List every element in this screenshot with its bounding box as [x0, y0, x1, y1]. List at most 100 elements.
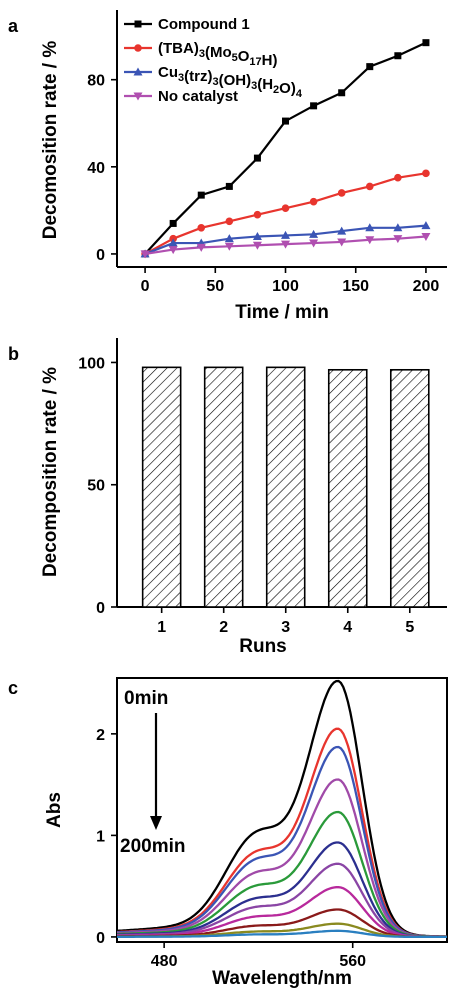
data-point — [422, 169, 430, 178]
panel-a-y-tick-label: 0 — [96, 247, 105, 264]
bar-run-3 — [265, 366, 306, 608]
panel-a-y-tick-label: 40 — [87, 160, 105, 177]
data-point — [253, 210, 262, 219]
data-point — [365, 223, 375, 232]
data-point — [224, 234, 234, 243]
data-point — [365, 236, 375, 245]
spectrum-curve-2 — [116, 727, 448, 938]
data-point — [196, 243, 206, 252]
data-point — [394, 173, 402, 182]
panel-b-y-tick-label: 100 — [78, 355, 105, 372]
data-point — [133, 67, 143, 76]
panel-a-x-tick-label: 150 — [342, 278, 369, 295]
panel-b-x-label: Runs — [239, 636, 287, 657]
panel-a-x-tick-label: 0 — [141, 278, 150, 295]
panel-b-ticks: 0 50 100 1 2 3 4 5 — [78, 355, 414, 636]
panel-a-ticks: 0 50 100 150 200 0 40 80 — [87, 73, 439, 295]
data-point — [338, 89, 346, 97]
spectrum-curve-4 — [116, 778, 447, 938]
panel-a-x-tick-label: 50 — [206, 278, 224, 295]
legend-label: Cu3(trz)3(OH)3(H2O)4 — [158, 64, 303, 100]
data-point — [140, 250, 150, 259]
panel-c-x-tick-label: 480 — [151, 953, 178, 970]
panel-label-c: c — [8, 678, 18, 698]
spectrum-curve-11 — [117, 929, 447, 939]
data-point — [421, 233, 431, 242]
data-point — [422, 39, 430, 47]
panel-c-x-label: Wavelength/nm — [212, 968, 352, 988]
data-point — [252, 232, 262, 241]
panel-label-a: a — [8, 16, 19, 36]
data-point — [253, 154, 261, 162]
panel-b-bars — [141, 366, 430, 608]
panel-b-y-tick-label: 0 — [96, 600, 105, 617]
data-point — [224, 242, 234, 251]
data-point — [337, 226, 347, 235]
legend-label: No catalyst — [158, 88, 238, 105]
panel-b-y-label: Decomposition rate / % — [40, 367, 61, 577]
legend-label: (TBA)3(Mo5O17H) — [158, 40, 277, 69]
panel-a: 0 50 100 150 200 0 40 80 Compound 1 (TBA)3(Mo5O1… — [40, 10, 447, 323]
data-point — [252, 241, 262, 250]
data-point — [394, 52, 402, 60]
panel-a-legend: Compound 1 (TBA)3(Mo5O17H)Cu3(trz)3(OH)3(… — [124, 16, 303, 105]
data-point — [366, 63, 374, 71]
annotation-start: 0min — [124, 688, 168, 709]
bar-run-4 — [327, 368, 368, 608]
data-point — [337, 238, 347, 247]
panel-a-x-tick-label: 100 — [272, 278, 299, 295]
legend-label: Compound 1 — [158, 16, 250, 33]
panel-c-frame — [116, 677, 448, 943]
data-point — [225, 182, 233, 190]
data-point — [197, 223, 206, 232]
panel-c-x-tick-label: 560 — [339, 953, 366, 970]
panel-a-y-label: Decomosition rate / % — [40, 41, 61, 240]
panel-b: 0 50 100 1 2 3 4 5 Runs Decomposition rate / % — [40, 338, 447, 657]
data-point — [309, 229, 319, 238]
panel-c-ticks: 480 560 0 1 2 — [96, 727, 366, 970]
data-point — [309, 239, 319, 248]
data-point — [393, 235, 403, 244]
panel-c-y-tick-label: 0 — [96, 930, 105, 947]
data-point — [421, 221, 431, 230]
panel-c-series — [116, 679, 448, 939]
spectrum-curve-5 — [116, 810, 447, 938]
data-point — [282, 117, 290, 125]
panel-a-series — [140, 39, 431, 259]
panel-b-x-tick-label: 5 — [405, 619, 414, 636]
data-point — [365, 182, 374, 191]
panel-a-x-tick-label: 200 — [413, 278, 440, 295]
panel-a-y-tick-label: 80 — [87, 73, 105, 90]
panel-a-x-label: Time / min — [235, 302, 329, 323]
panel-b-x-tick-label: 1 — [157, 619, 166, 636]
spectrum-curve-1 — [116, 679, 448, 938]
data-point — [133, 92, 143, 101]
data-point — [393, 223, 403, 232]
spectrum-curve-3 — [116, 745, 447, 938]
annotation-end: 200min — [120, 836, 185, 857]
bar-run-2 — [203, 366, 244, 608]
data-point — [310, 102, 318, 110]
data-point — [309, 197, 318, 206]
data-point — [225, 217, 234, 226]
data-point — [169, 219, 177, 227]
panel-label-b: b — [8, 344, 19, 364]
panel-b-x-tick-label: 2 — [219, 619, 228, 636]
data-point — [281, 204, 290, 212]
panel-c-y-label: Abs — [44, 792, 65, 828]
panel-c-y-tick-label: 1 — [96, 828, 105, 845]
data-point — [281, 240, 291, 249]
data-point — [134, 44, 142, 52]
data-point — [197, 191, 205, 199]
panel-b-x-tick-label: 3 — [281, 619, 290, 636]
bar-run-1 — [141, 366, 182, 608]
data-point — [134, 20, 142, 28]
data-point — [337, 189, 346, 197]
data-point — [168, 238, 178, 247]
panel-b-x-tick-label: 4 — [343, 619, 352, 636]
data-point — [281, 230, 291, 239]
panel-c-y-tick-label: 2 — [96, 727, 105, 744]
panel-c: 480 560 0 1 2 0min 200min Wavelength/nm Abs — [44, 677, 448, 988]
data-point — [168, 246, 178, 255]
